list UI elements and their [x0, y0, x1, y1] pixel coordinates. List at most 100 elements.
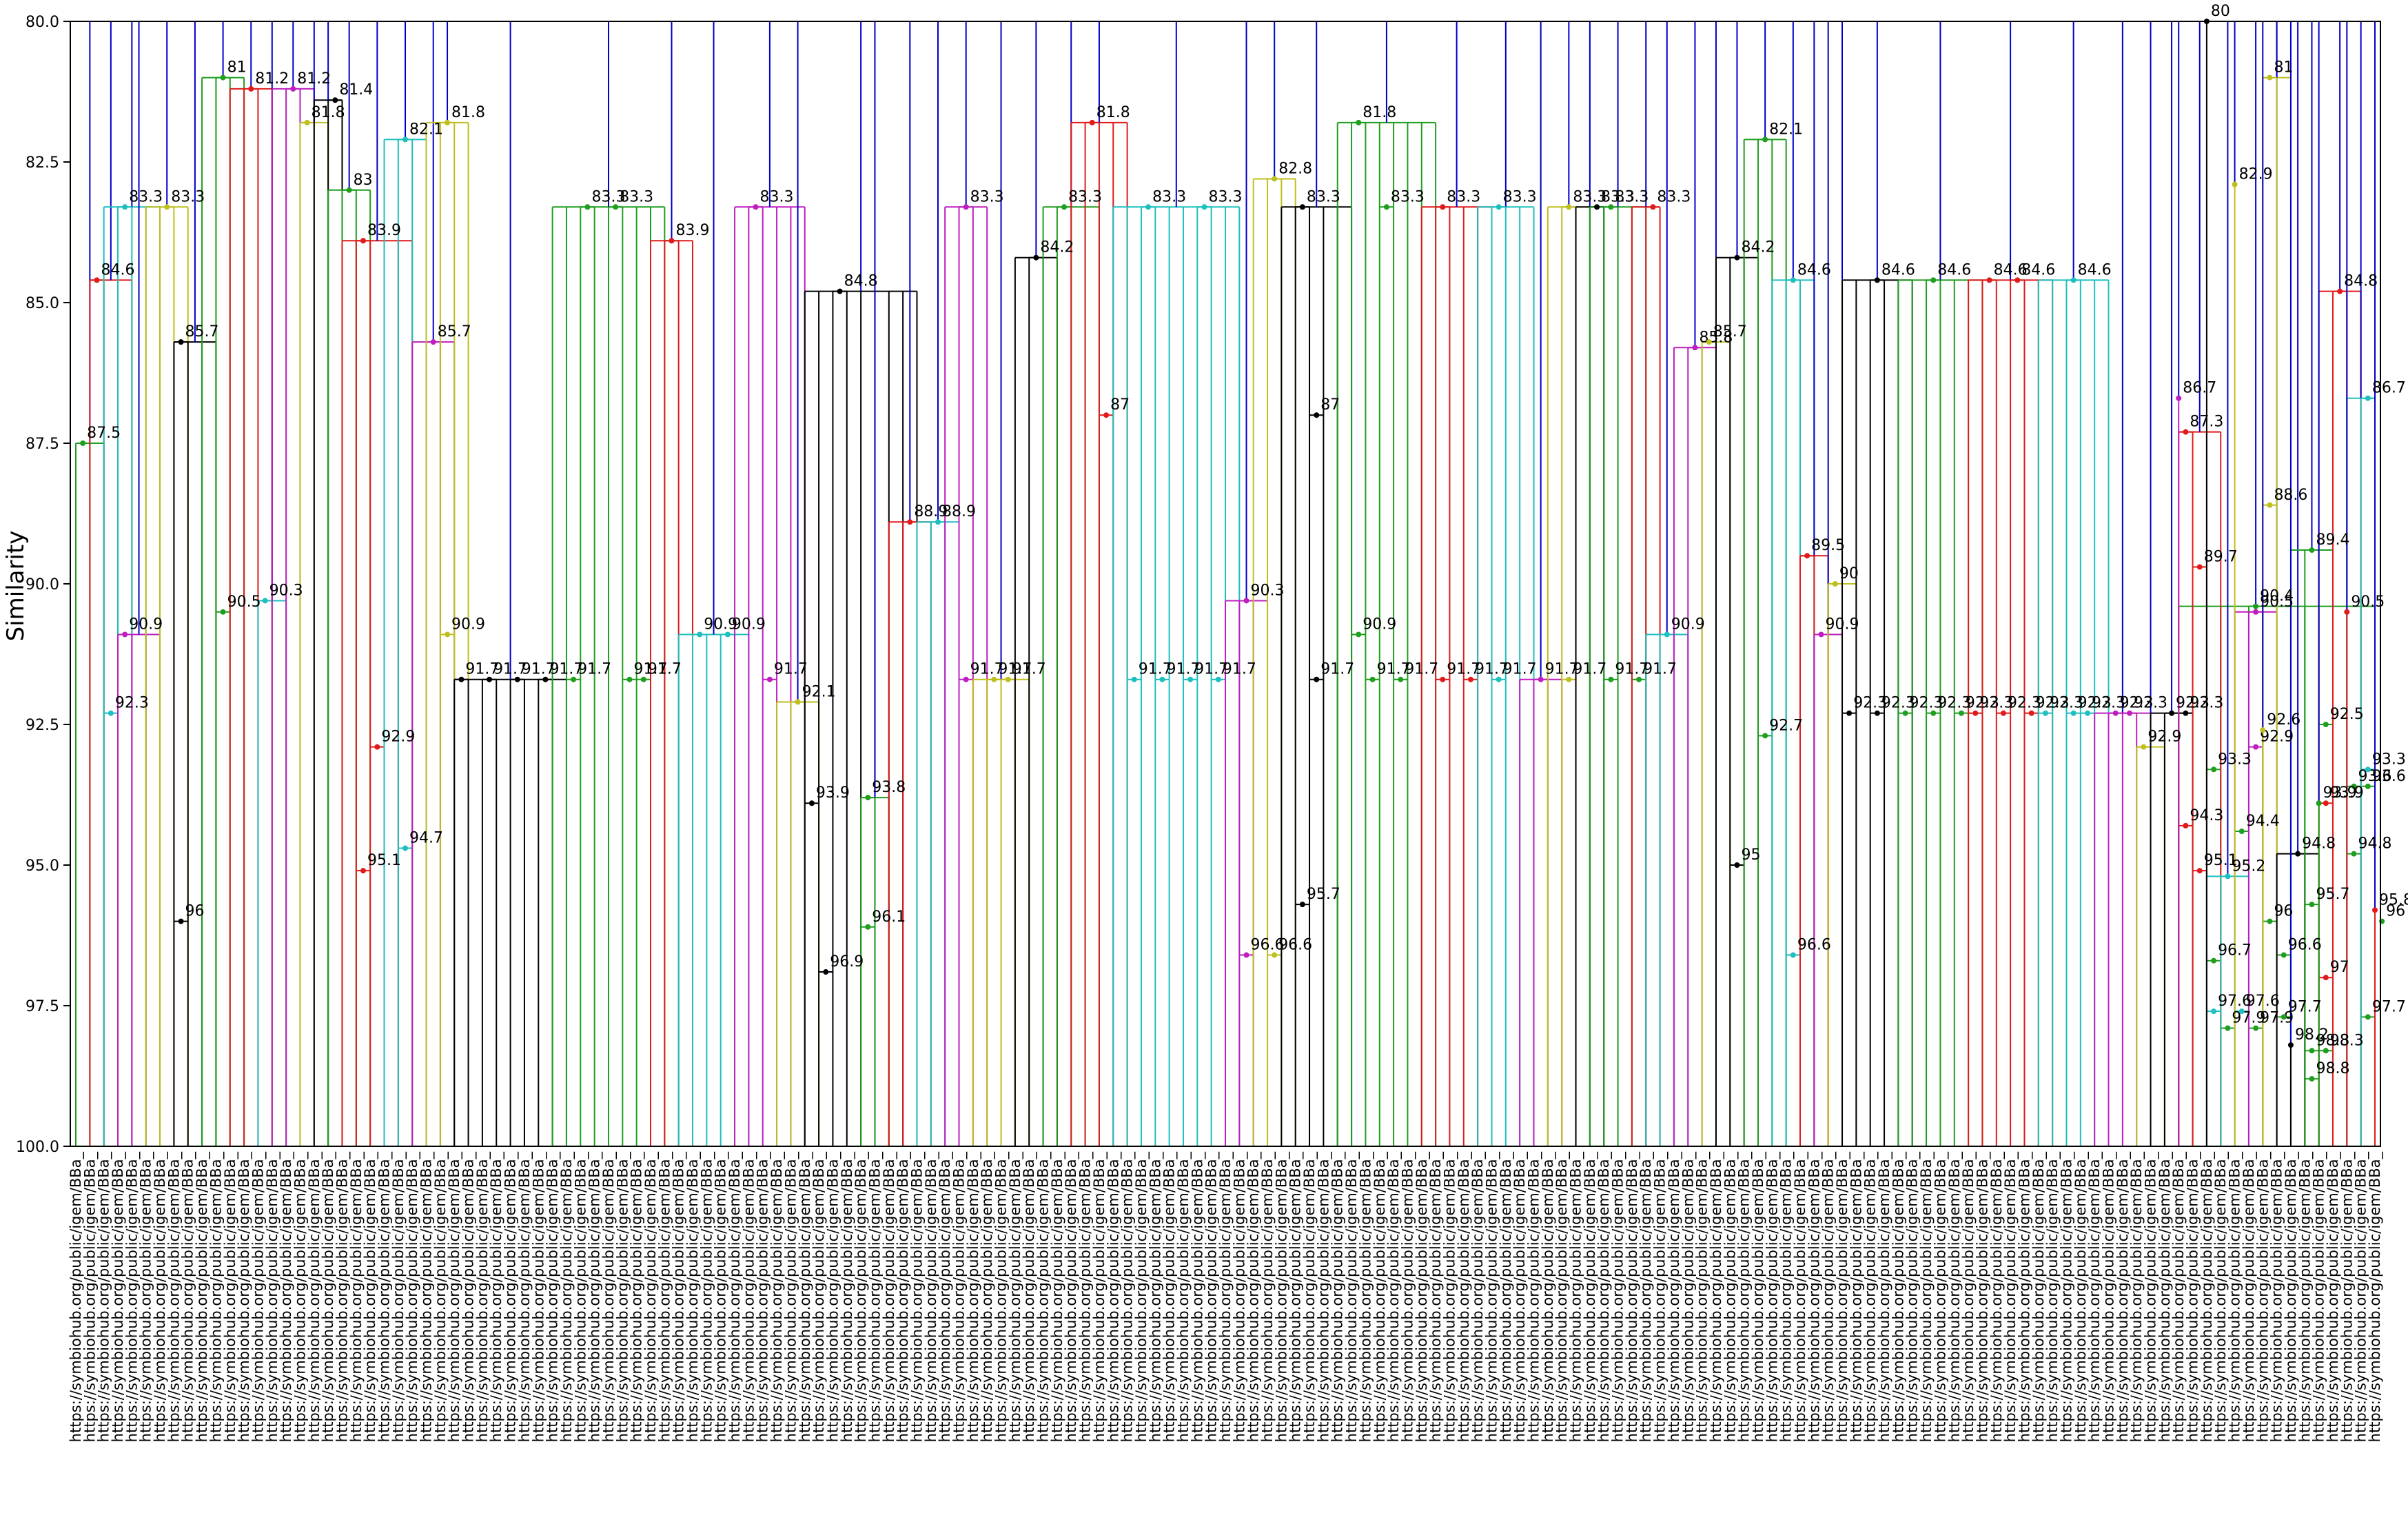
leaf-label: https://symbiohub.org/public/igem/BBa_ — [1778, 1152, 1795, 1443]
merge-node — [2070, 277, 2077, 283]
node-value-label: 93.6 — [2358, 768, 2391, 785]
merge-node — [907, 519, 913, 525]
node-value-label: 83.3 — [1615, 188, 1649, 205]
leaf-label: https://symbiohub.org/public/igem/BBa_ — [1511, 1152, 1529, 1443]
leaf-label: https://symbiohub.org/public/igem/BBa_ — [1988, 1152, 2006, 1443]
merge-node — [2323, 975, 2329, 981]
node-value-label: 89.5 — [1811, 537, 1845, 554]
node-value-label: 91.7 — [522, 661, 555, 678]
node-value-label: 90.3 — [269, 582, 303, 599]
node-value-label: 93.6 — [2372, 768, 2406, 785]
leaf-label: https://symbiohub.org/public/igem/BBa_ — [1414, 1152, 1431, 1443]
y-tick-label: 87.5 — [25, 436, 59, 453]
merge-node — [402, 136, 409, 143]
leaf-label: https://symbiohub.org/public/igem/BBa_ — [1624, 1152, 1641, 1443]
merge-node — [1832, 581, 1838, 587]
node-value-label: 95 — [1741, 846, 1760, 864]
leaf-label: https://symbiohub.org/public/igem/BBa_ — [249, 1152, 267, 1443]
merge-node — [122, 204, 128, 210]
node-value-label: 86.7 — [2372, 380, 2406, 397]
leaf-label: https://symbiohub.org/public/igem/BBa_ — [1371, 1152, 1389, 1443]
merge-node — [2225, 873, 2231, 880]
leaf-label: https://symbiohub.org/public/igem/BBa_ — [1610, 1152, 1627, 1443]
node-value-label: 91.7 — [1643, 661, 1677, 678]
node-value-label: 85.7 — [185, 323, 219, 341]
merge-node — [2365, 783, 2371, 789]
node-value-label: 90.3 — [1251, 582, 1285, 599]
merge-node — [445, 631, 451, 638]
leaf-label: https://symbiohub.org/public/igem/BBa_ — [1553, 1152, 1571, 1443]
leaf-label: https://symbiohub.org/public/igem/BBa_ — [629, 1152, 646, 1443]
node-value-label: 83.3 — [1208, 188, 1242, 205]
node-value-label: 90.9 — [732, 616, 766, 633]
node-value-label: 81.8 — [1096, 104, 1130, 121]
leaf-label: https://symbiohub.org/public/igem/BBa_ — [1890, 1152, 1907, 1443]
node-value-label: 84.6 — [101, 261, 135, 278]
leaf-label: https://symbiohub.org/public/igem/BBa_ — [671, 1152, 688, 1443]
leaf-label: https://symbiohub.org/public/igem/BBa_ — [1876, 1152, 1893, 1443]
node-value-label: 93.8 — [872, 779, 906, 796]
merge-node — [1874, 710, 1880, 716]
leaf-label: https://symbiohub.org/public/igem/BBa_ — [222, 1152, 239, 1443]
merge-node — [346, 187, 352, 193]
node-value-label: 82.8 — [1278, 160, 1312, 177]
node-value-label: 98.3 — [2316, 1032, 2349, 1049]
leaf-label: https://symbiohub.org/public/igem/BBa_ — [1231, 1152, 1248, 1443]
leaf-label: https://symbiohub.org/public/igem/BBa_ — [2227, 1152, 2244, 1443]
leaf-label: https://symbiohub.org/public/igem/BBa_ — [1133, 1152, 1150, 1443]
leaf-label: https://symbiohub.org/public/igem/BBa_ — [951, 1152, 968, 1443]
merge-node — [1201, 204, 1207, 210]
leaf-label: https://symbiohub.org/public/igem/BBa_ — [1245, 1152, 1263, 1443]
leaf-label: https://symbiohub.org/public/igem/BBa_ — [1806, 1152, 1823, 1443]
leaf-label: https://symbiohub.org/public/igem/BBa_ — [2353, 1152, 2370, 1443]
merge-node — [164, 204, 170, 210]
node-value-label: 91.7 — [970, 661, 1004, 678]
node-value-label: 91.7 — [1573, 661, 1606, 678]
merge-node — [220, 74, 226, 81]
node-value-label: 91.7 — [578, 661, 611, 678]
leaf-label: https://symbiohub.org/public/igem/BBa_ — [544, 1152, 562, 1443]
node-value-label: 92.3 — [1937, 695, 1971, 712]
leaf-label: https://symbiohub.org/public/igem/BBa_ — [2044, 1152, 2061, 1443]
merge-node — [1089, 119, 1095, 125]
node-value-label: 95.7 — [1307, 886, 1340, 903]
merge-node — [2238, 1008, 2245, 1015]
merge-node — [1930, 710, 1937, 716]
merge-node — [2295, 851, 2301, 857]
merge-node — [1145, 204, 1152, 210]
merge-node — [1243, 598, 1249, 604]
merge-node — [963, 676, 969, 682]
leaf-label: https://symbiohub.org/public/igem/BBa_ — [740, 1152, 757, 1443]
node-value-label: 92.3 — [2050, 695, 2083, 712]
node-value-label: 81 — [227, 59, 247, 77]
merge-node — [360, 238, 366, 244]
merge-node — [2351, 851, 2357, 857]
node-value-label: 91.7 — [648, 661, 682, 678]
node-value-label: 87 — [1110, 396, 1130, 414]
merge-node — [2253, 603, 2259, 609]
leaf-label: https://symbiohub.org/public/igem/BBa_ — [2198, 1152, 2216, 1443]
leaf-label: https://symbiohub.org/public/igem/BBa_ — [713, 1152, 730, 1443]
leaf-label: https://symbiohub.org/public/igem/BBa_ — [1301, 1152, 1318, 1443]
leaf-label: https://symbiohub.org/public/igem/BBa_ — [572, 1152, 589, 1443]
dendrogram-nodes: 87.5 84.6 83.3 92.3 90.9 83.3 85.7 96 81 90.5 81.2… — [80, 3, 2408, 1082]
merge-node — [865, 795, 871, 801]
leaf-label: https://symbiohub.org/public/igem/BBa_ — [937, 1152, 954, 1443]
leaf-label: https://symbiohub.org/public/igem/BBa_ — [2338, 1152, 2356, 1443]
merge-node — [2309, 902, 2315, 908]
leaf-label: https://symbiohub.org/public/igem/BBa_ — [516, 1152, 533, 1443]
merge-node — [374, 744, 380, 750]
merge-node — [2365, 395, 2371, 401]
merge-node — [178, 918, 184, 924]
merge-node — [584, 204, 591, 210]
merge-node — [1356, 119, 1362, 125]
leaf-label: https://symbiohub.org/public/igem/BBa_ — [460, 1152, 478, 1443]
merge-node — [2196, 564, 2203, 570]
node-value-label: 97.9 — [2232, 1010, 2265, 1027]
node-value-label: 97.7 — [2288, 998, 2322, 1015]
node-value-label: 87.5 — [87, 425, 121, 442]
leaf-label: https://symbiohub.org/public/igem/BBa_ — [264, 1152, 281, 1443]
leaf-label: https://symbiohub.org/public/igem/BBa_ — [2114, 1152, 2132, 1443]
leaf-label: https://symbiohub.org/public/igem/BBa_ — [292, 1152, 309, 1443]
